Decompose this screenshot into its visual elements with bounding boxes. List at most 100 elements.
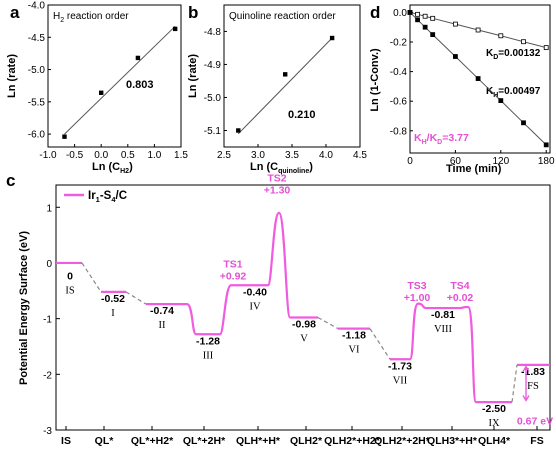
- panel-b-point: [283, 72, 288, 77]
- panel-d-point: [521, 120, 526, 126]
- panel-c-category-label: QLH4*: [478, 435, 511, 447]
- panel-c-ts4-curve: [459, 305, 478, 404]
- panel-a: H2 reaction order 0.803 Ln (CH2) Ln (rat…: [6, 1, 188, 176]
- panel-d-ytick-label: -0.2: [390, 38, 408, 49]
- panel-c-legend-label: Ir1-S4/C: [88, 190, 127, 204]
- panel-c-category-label: FS: [530, 435, 543, 447]
- panel-c-state-label: IV: [249, 301, 260, 312]
- panel-d-ytick-label: 0.0: [393, 8, 407, 19]
- panel-c-letter: c: [6, 171, 15, 190]
- panel-b-xtick-label: 2.5: [217, 150, 231, 161]
- panel-d-point: [422, 24, 428, 30]
- panel-b-ytick-label: -5.1: [204, 126, 222, 137]
- panel-c-category-label: QL*+2H*: [183, 435, 226, 447]
- panel-c-ytick-label: -1: [43, 315, 52, 326]
- panel-c-category-label: QLH3*+H*: [427, 435, 478, 447]
- panel-a-ytick-label: -4.5: [28, 33, 46, 44]
- panel-c-ytick-label: -3: [43, 426, 52, 437]
- panel-d-ytick-label: -0.8: [390, 126, 408, 137]
- panel-c-category-label: QL*: [95, 435, 115, 447]
- panel-c-category-label: QLH2*+H2*: [324, 435, 381, 447]
- panel-b-point: [329, 35, 335, 41]
- panel-c-connector: [317, 316, 339, 330]
- panel-c-ts3-curve: [408, 302, 427, 361]
- panel-d-ytick-label: -0.4: [390, 67, 408, 78]
- panel-c-ytick-label: 1: [46, 203, 52, 214]
- panel-c-category-label: QLH*+H*: [236, 435, 281, 447]
- panel-d-xtick-label: 0: [407, 156, 413, 167]
- panel-a-xtick-label: 1.5: [174, 150, 188, 161]
- panel-d-point: [415, 11, 420, 17]
- panel-a-ytick-label: -5.0: [28, 65, 46, 76]
- panel-c-state-label: FS: [527, 381, 539, 392]
- panel-b-fit-line: [237, 37, 333, 135]
- panel-d-letter: d: [370, 3, 380, 22]
- panel-a-xtick-label: 1.0: [147, 150, 161, 161]
- panel-c-delta-arrowhead: [522, 395, 530, 402]
- panel-b-ylabel: Ln (rate): [187, 54, 199, 98]
- panel-a-point: [62, 134, 67, 139]
- panel-c-ts-name: TS1: [223, 258, 242, 270]
- panel-c-ytick-label: -2: [43, 370, 52, 381]
- panel-c-state-label: IX: [488, 418, 499, 429]
- panel-a-ytick-label: -5.5: [28, 97, 46, 108]
- panel-a-ytick-label: -6.0: [28, 130, 46, 141]
- panel-c-energy-label: -1.28: [196, 335, 220, 347]
- panel-d-xtick-label: 120: [492, 156, 509, 167]
- panel-a-title: H2 reaction order: [53, 11, 129, 24]
- panel-c-state-label: VIII: [434, 324, 453, 335]
- panel-a-xlabel: Ln (CH2): [92, 161, 133, 175]
- panel-c-ts-energy: +0.92: [220, 270, 247, 282]
- panel-c-ts1-curve: [218, 284, 242, 336]
- panel-b-ytick-label: -5.0: [204, 93, 222, 104]
- panel-b-xtick-label: 4.0: [319, 150, 333, 161]
- panel-c-ts-name: TS2: [267, 173, 286, 185]
- panel-c-state-label: II: [159, 320, 166, 331]
- panel-c-category-label: QLH2*+2H*: [374, 435, 431, 447]
- panel-d-point: [453, 54, 458, 59]
- panel-c-ts2-curve: [266, 211, 292, 319]
- panel-c-energy-label: -2.50: [482, 403, 506, 415]
- panel-c-energy-label: -1.73: [388, 360, 412, 372]
- panel-c-category-label: IS: [61, 435, 71, 447]
- panel-b-ytick-label: -4.8: [204, 27, 222, 38]
- panel-c-ts-energy: +0.02: [447, 292, 474, 304]
- panel-b-xtick-label: 4.5: [353, 150, 367, 161]
- panel-d-point: [543, 45, 549, 51]
- panel-c-energy-label: -0.98: [292, 319, 316, 331]
- panel-a-ylabel: Ln (rate): [6, 54, 18, 98]
- panel-d-xlabel: Time (min): [446, 163, 502, 175]
- panel-d-ratio-label: KH/KD=3.77: [414, 132, 469, 146]
- panel-a-xtick-label: 0.5: [121, 150, 135, 161]
- panel-d-point: [475, 76, 481, 81]
- panel-d-point: [475, 27, 481, 33]
- panel-d-point: [422, 13, 428, 19]
- panel-a-point: [172, 26, 178, 32]
- panel-c-state-label: IS: [65, 286, 74, 297]
- panel-d: KD=0.00132 KH=0.00497 KH/KD=3.77 Time (m…: [369, 4, 555, 175]
- panel-b: Quinoline reaction order 0.210 Ln (Cquin…: [187, 4, 367, 175]
- panel-c-ts-name: TS3: [407, 280, 426, 292]
- panel-b-xlabel: Ln (Cquinoline): [250, 161, 313, 175]
- panel-d-frame: [409, 4, 551, 154]
- panel-c-delta-arrowhead: [522, 365, 530, 372]
- panel-c-ylabel: Potential Energy Surface (eV): [18, 231, 30, 385]
- panel-a-ytick-label: -4.0: [28, 1, 46, 12]
- panel-c-delta-label: 0.67 eV: [517, 415, 553, 427]
- panel-c-energy-label: -0.74: [150, 305, 174, 317]
- panel-d-point: [498, 98, 504, 104]
- panel-c-category-label: QLH2*: [290, 435, 323, 447]
- panel-d-point: [543, 142, 549, 148]
- panel-b-title: Quinoline reaction order: [229, 11, 336, 22]
- panel-b-ytick-label: -4.9: [204, 60, 222, 71]
- panel-a-letter: a: [10, 3, 20, 22]
- panel-a-point: [99, 90, 104, 95]
- panel-d-kd-label: KD=0.00132: [486, 48, 541, 61]
- panel-c-category-label: QL*+H2*: [131, 435, 174, 447]
- panel-d-point: [498, 33, 504, 39]
- panel-c-energy-label: -0.81: [431, 309, 455, 321]
- panel-c-state-label: VII: [393, 375, 408, 386]
- panel-c: Potential Energy Surface (eV) Ir1-S4/C 1…: [18, 173, 553, 447]
- panel-b-xtick-label: 3.5: [285, 150, 299, 161]
